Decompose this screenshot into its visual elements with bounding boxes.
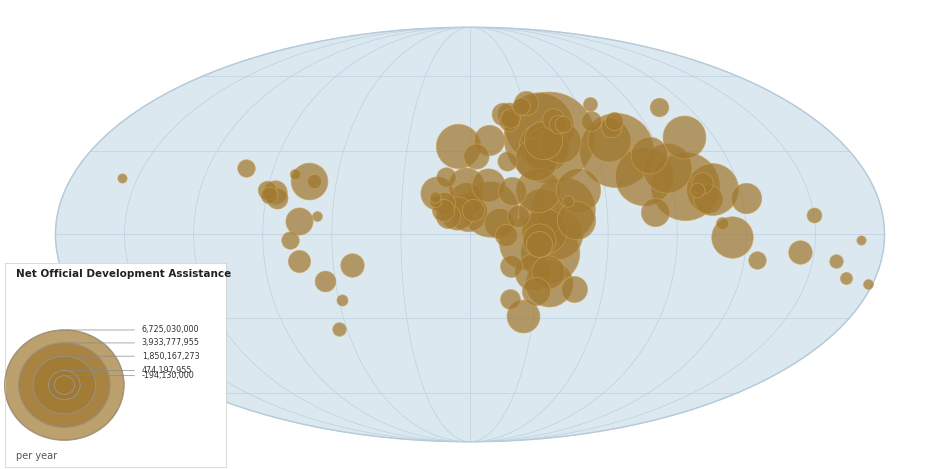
Ellipse shape [55, 27, 885, 442]
Circle shape [33, 356, 96, 414]
Text: Net Official Development Assistance: Net Official Development Assistance [16, 269, 231, 279]
Circle shape [49, 371, 80, 400]
Text: 474,197,955: 474,197,955 [142, 366, 192, 375]
Circle shape [5, 330, 124, 440]
Circle shape [19, 343, 110, 427]
Text: 3,933,777,955: 3,933,777,955 [142, 339, 199, 348]
Text: per year: per year [16, 451, 57, 461]
Text: 1,850,167,273: 1,850,167,273 [142, 352, 199, 361]
Text: -194,130,000: -194,130,000 [142, 371, 195, 380]
Circle shape [55, 376, 74, 394]
Text: 6,725,030,000: 6,725,030,000 [142, 325, 199, 334]
